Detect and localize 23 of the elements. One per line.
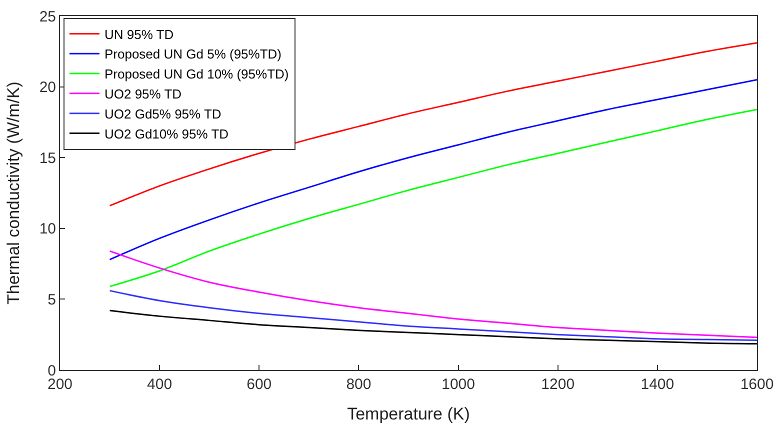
line-series xyxy=(109,250,757,338)
legend-label: UN 95% TD xyxy=(104,26,174,42)
legend-label: Proposed UN Gd 10% (95%TD) xyxy=(104,66,289,82)
y-tick-label: 5 xyxy=(48,291,56,308)
x-axis-title: Temperature (K) xyxy=(347,404,470,424)
x-tick-label: 1400 xyxy=(640,376,674,393)
line-series xyxy=(109,310,757,345)
x-tick-label: 1200 xyxy=(541,376,575,393)
y-tick-label: 20 xyxy=(39,79,56,96)
line-series xyxy=(109,290,757,342)
legend-label: Proposed UN Gd 5% (95%TD) xyxy=(104,46,282,62)
x-tick-label: 400 xyxy=(147,376,172,393)
y-tick-label: 25 xyxy=(39,8,56,26)
legend-label: UO2 Gd10% 95% TD xyxy=(104,126,229,142)
x-tick-label: 600 xyxy=(246,376,272,393)
y-axis-title: Thermal conductivity (W/m/K) xyxy=(4,82,23,304)
x-tick-label: 1600 xyxy=(740,376,774,393)
x-tick-label: 800 xyxy=(346,376,372,393)
legend-label: UO2 95% TD xyxy=(104,86,182,102)
y-tick-label: 15 xyxy=(39,150,56,167)
legend-label: UO2 Gd5% 95% TD xyxy=(104,106,222,122)
x-tick-label: 1000 xyxy=(442,376,475,393)
y-tick-label: 10 xyxy=(39,220,56,238)
